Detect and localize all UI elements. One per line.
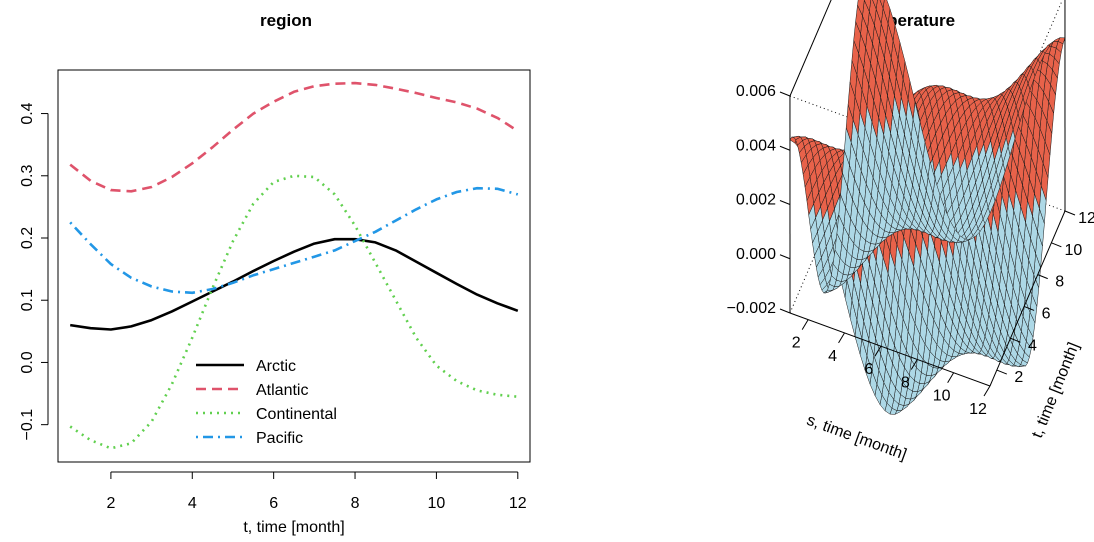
t-tick-mark [1051,242,1062,248]
y-tick-label: 0.3 [19,165,36,187]
y-tick-label: 0.0 [19,351,36,373]
z-tick-mark [779,145,791,151]
y-axis: −0.1 0.0 0.1 0.2 0.3 0.4 [19,102,49,441]
x-axis-label: t, time [month] [243,519,344,536]
z-tick-label: 0.006 [736,83,776,100]
s-tick-mark [947,372,955,383]
box-edge [989,210,1066,387]
s-tick-label: 2 [792,335,801,352]
z-tick-label: 0.004 [736,137,776,154]
x-tick-label: 8 [351,495,360,512]
surface-mesh [789,0,1066,415]
series-line-pacific [69,186,519,295]
s-tick-label: 8 [901,374,910,391]
s-tick-label: 12 [969,401,987,418]
y-tick-label: 0.1 [19,289,36,311]
surface-facet [879,0,885,9]
legend-label: Pacific [256,430,303,447]
y-tick-label: 0.2 [19,227,36,249]
x-tick-label: 6 [269,495,278,512]
series-line-atlantic [69,81,519,193]
series-lines [69,81,519,450]
surface-facet [864,0,872,13]
s-tick-label: 6 [864,361,873,378]
x-tick-label: 12 [509,495,527,512]
legend: Arctic Atlantic Continental Pacific [196,358,337,447]
legend-label: Continental [256,406,337,423]
x-axis: 2 4 6 8 10 12 [106,471,527,512]
t-tick-label: 2 [1014,369,1023,386]
y-tick-label: 0.4 [19,102,36,124]
x-tick-label: 10 [428,495,446,512]
t-axis-label: t, time [month] [1029,340,1083,440]
y-tick-label: −0.1 [19,409,36,441]
z-tick-label: 0.002 [736,192,776,209]
t-tick-mark [1037,274,1048,280]
t-tick-label: 6 [1042,305,1051,322]
s-axis-label: s, time [month] [804,412,908,464]
s-tick-mark [838,332,845,344]
s-tick-mark [874,345,882,357]
x-tick-label: 2 [106,495,115,512]
box-edge [789,312,991,387]
z-tick-mark [779,308,791,314]
t-tick-label: 4 [1028,337,1037,354]
legend-label: Atlantic [256,382,308,399]
t-tick-mark [1064,210,1076,216]
t-tick-mark [1010,337,1021,343]
s-tick-mark [983,385,991,397]
z-axis: 0.006 0.004 0.002 0.000 −0.002 [727,83,791,317]
x-tick-label: 4 [188,495,197,512]
t-tick-mark [996,369,1008,375]
t-tick-mark [1023,305,1035,311]
surface-facet [882,0,891,24]
t-tick-label: 12 [1078,210,1094,227]
t-tick-label: 8 [1055,274,1064,291]
t-tick-label: 10 [1064,242,1082,259]
s-tick-label: 10 [933,388,951,405]
z-tick-label: −0.002 [727,300,776,317]
region-chart: region 2 4 6 8 10 12 −0.1 0.0 0.1 0.2 0.3 0.4 t, t… [19,11,531,536]
plot-frame [57,69,531,463]
z-tick-mark [779,200,791,205]
series-line-arctic [70,237,519,331]
region-chart-title: region [260,11,312,30]
z-tick-label: 0.000 [736,246,776,263]
box-edge [789,0,832,97]
s-tick-mark [801,319,809,330]
z-tick-mark [779,254,791,260]
legend-label: Arctic [256,358,296,375]
s-tick-label: 4 [828,348,837,365]
z-tick-mark [779,91,791,97]
surface-facet [872,0,878,10]
s-tick-mark [910,359,918,370]
